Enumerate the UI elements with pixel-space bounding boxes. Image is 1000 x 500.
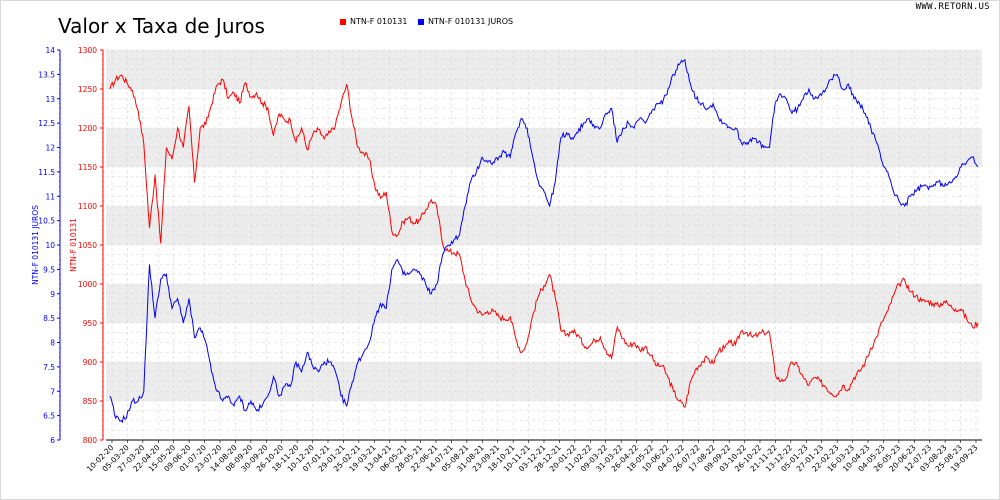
y-axis-inner-tick-label: 950 — [83, 319, 98, 328]
y-axis-outer-title: NTN-F 010131 JUROS — [31, 205, 40, 285]
legend-item-valor: NTN-F 010131 — [340, 17, 407, 26]
chart-title: Valor x Taxa de Juros — [58, 14, 265, 38]
y-axis-inner-tick-label: 850 — [83, 397, 98, 406]
legend-item-juros: NTN-F 010131 JUROS — [417, 17, 514, 26]
y-axis-inner-tick-label: 1300 — [78, 46, 97, 55]
y-axis-outer-tick-label: 12 — [45, 144, 55, 153]
legend: NTN-F 010131 NTN-F 010131 JUROS — [340, 17, 521, 26]
legend-swatch-juros — [417, 18, 424, 25]
y-axis-outer-tick-label: 7 — [50, 387, 55, 396]
y-axis-outer-tick-label: 13.5 — [38, 70, 55, 79]
y-axis-outer-tick-label: 13 — [45, 95, 55, 104]
y-axis-inner-title: NTN-F 010131 — [69, 218, 78, 272]
y-axis-inner-tick-label: 800 — [83, 436, 98, 445]
y-axis-outer-tick-label: 10.5 — [38, 217, 55, 226]
y-axis-outer-tick-label: 7.5 — [43, 363, 55, 372]
y-axis-outer-tick-label: 11 — [45, 192, 55, 201]
legend-label-juros: NTN-F 010131 JUROS — [427, 17, 514, 26]
y-axis-inner-tick-label: 1200 — [78, 124, 97, 133]
y-axis-inner-tick-label: 1000 — [78, 280, 97, 289]
series-layer — [109, 58, 979, 424]
series-line-valor — [109, 74, 979, 408]
y-axis-outer-tick-label: 10 — [45, 241, 55, 250]
y-axis-inner-tick-label: 1050 — [78, 241, 97, 250]
y-axis-outer-tick-label: 9.5 — [43, 265, 55, 274]
watermark: WWW.RETORN.US — [915, 2, 990, 12]
legend-label-valor: NTN-F 010131 — [350, 17, 408, 26]
y-axis-inner-tick-label: 900 — [83, 358, 98, 367]
y-axis-outer-tick-label: 6 — [50, 436, 55, 445]
y-axis-outer-tick-label: 9 — [50, 290, 55, 299]
legend-swatch-valor — [340, 18, 346, 25]
y-axis-outer-tick-label: 8.5 — [43, 314, 55, 323]
y-axis-outer-tick-label: 12.5 — [38, 119, 55, 128]
y-axis-outer-tick-label: 11.5 — [38, 168, 55, 177]
y-axis-outer-tick-label: 6.5 — [43, 412, 55, 421]
series-line-juros — [109, 58, 979, 424]
axes — [57, 49, 982, 443]
y-axis-inner-tick-label: 1150 — [78, 163, 97, 172]
y-axis-outer-tick-label: 8 — [50, 339, 55, 348]
y-axis-outer-tick-label: 14 — [45, 46, 55, 55]
y-axis-inner-tick-label: 1100 — [78, 202, 97, 211]
y-axis-inner-tick-label: 1250 — [78, 85, 97, 94]
